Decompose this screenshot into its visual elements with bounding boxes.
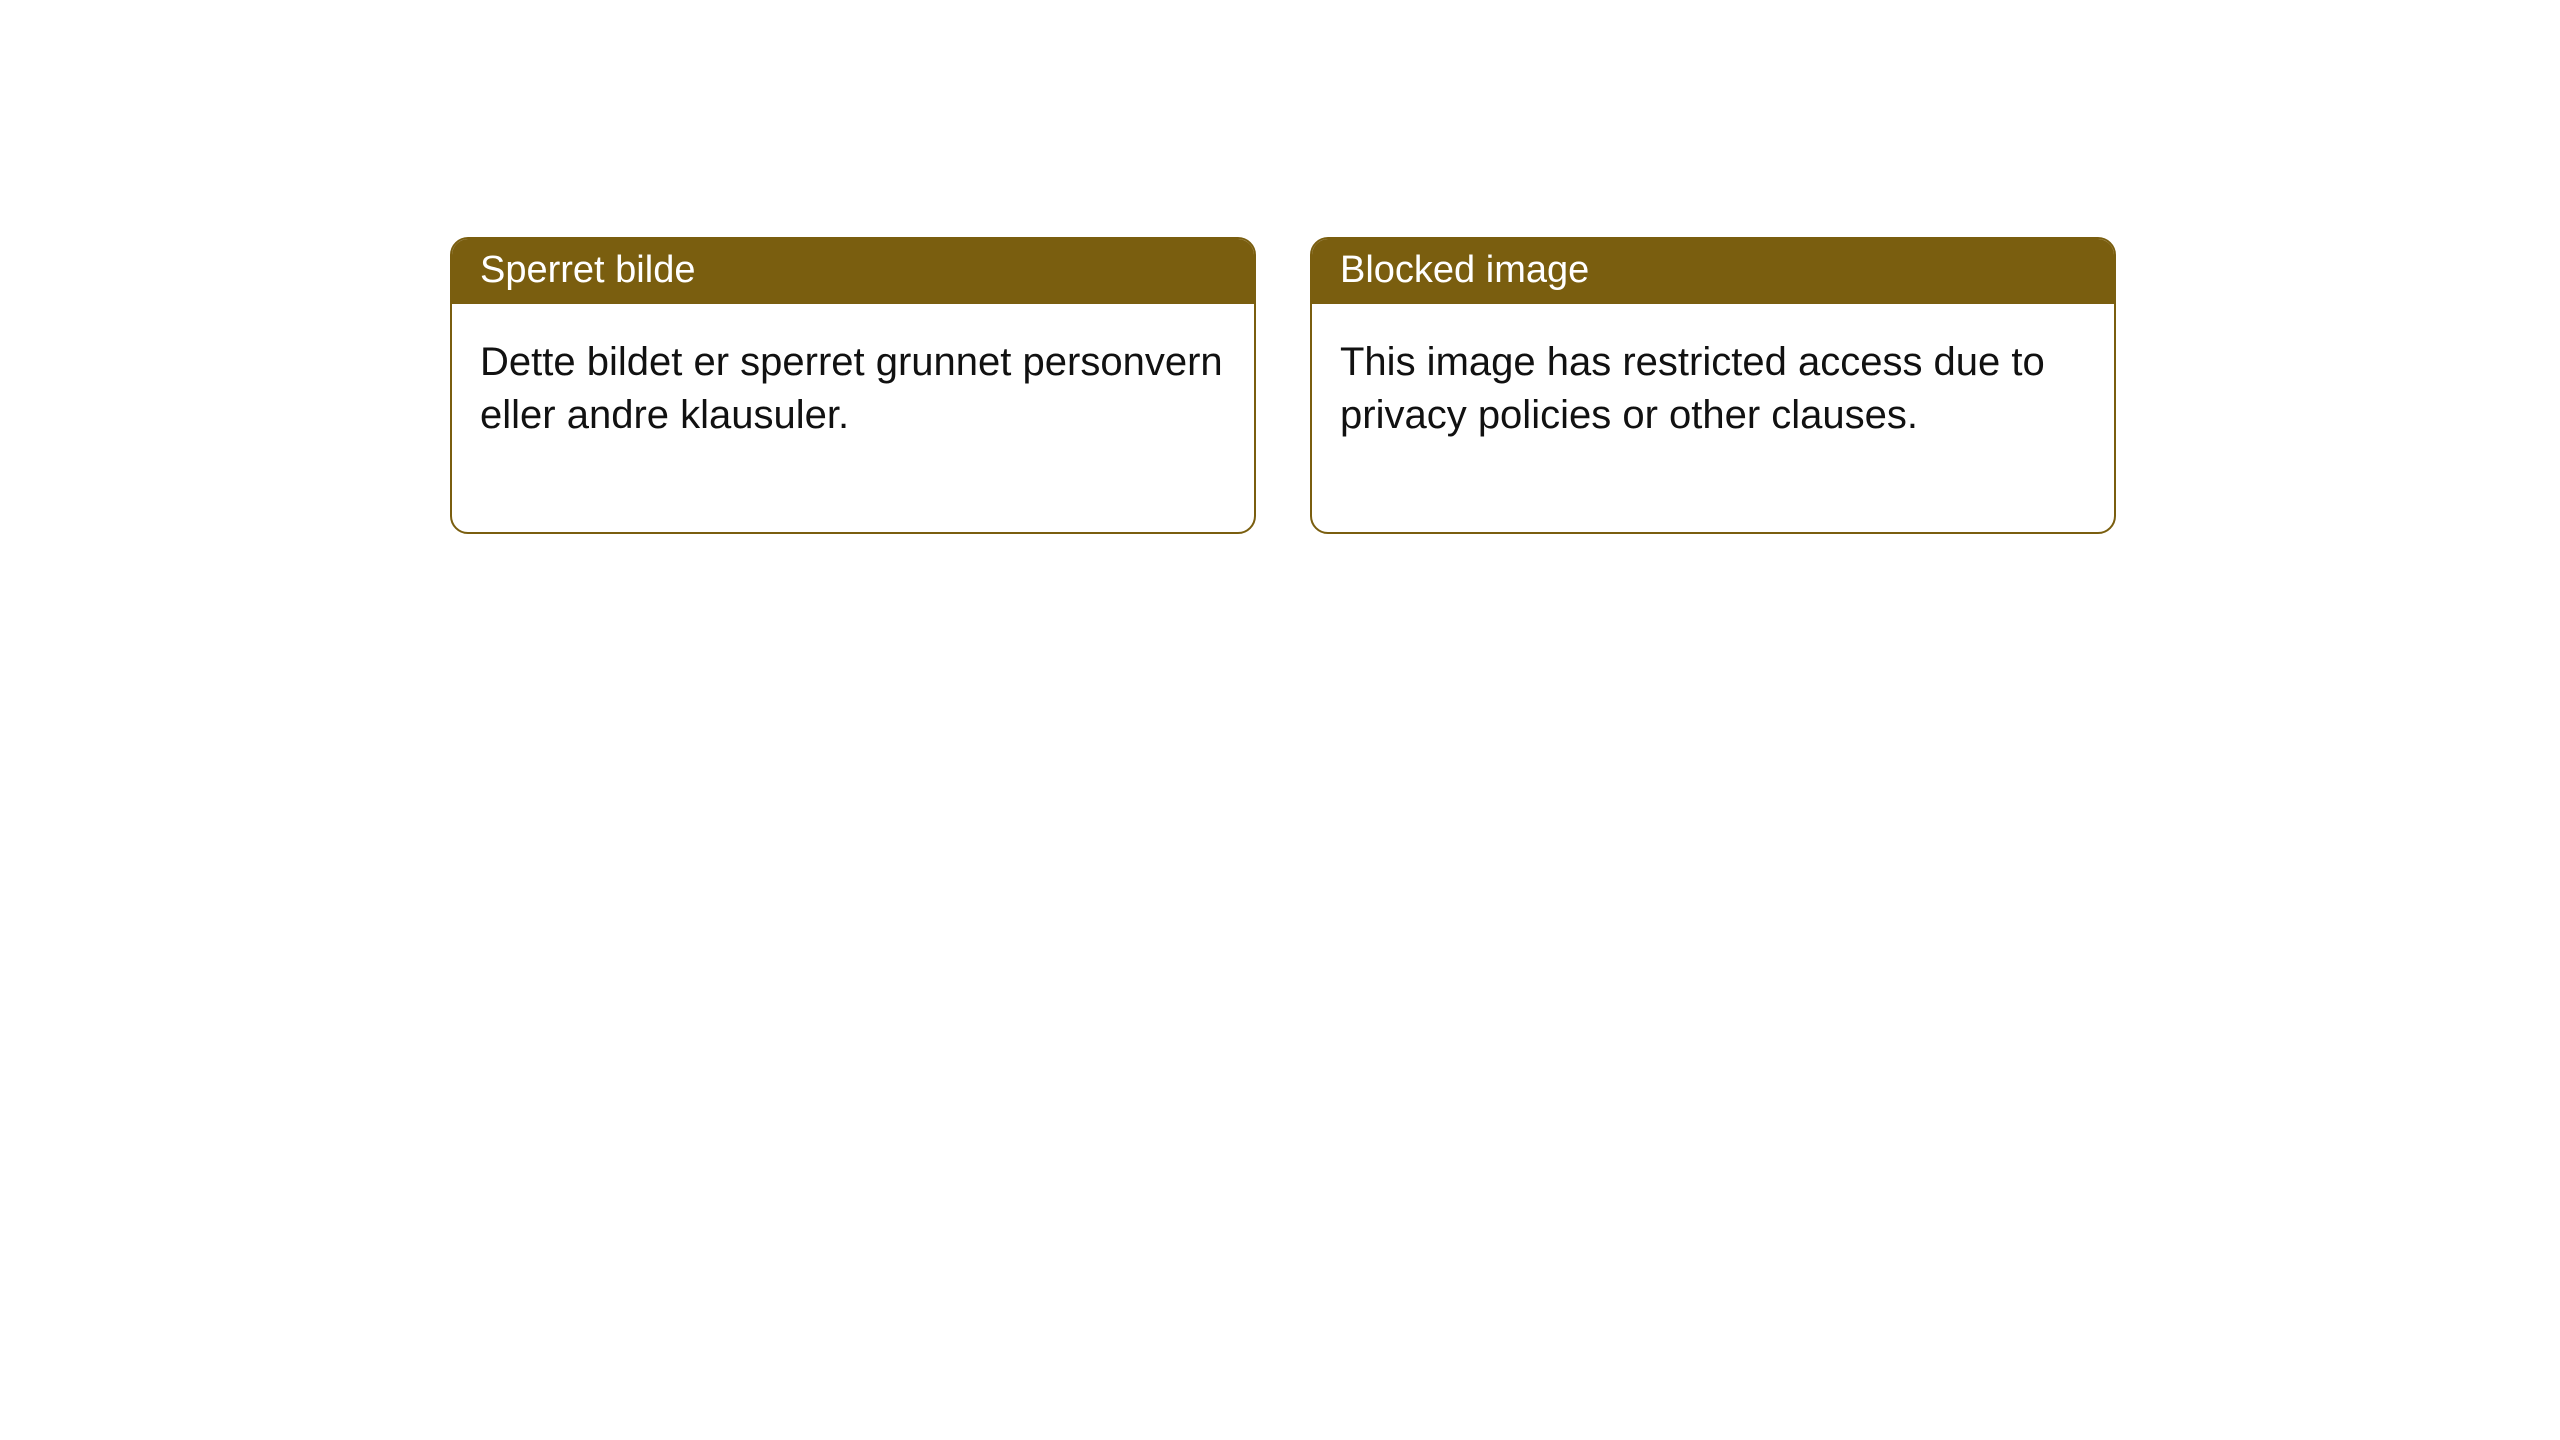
notice-card-norwegian: Sperret bilde Dette bildet er sperret gr… [450,237,1256,534]
notice-card-title: Sperret bilde [452,239,1254,304]
notice-card-body: Dette bildet er sperret grunnet personve… [452,304,1254,532]
notice-card-english: Blocked image This image has restricted … [1310,237,2116,534]
notice-card-body: This image has restricted access due to … [1312,304,2114,532]
notice-card-title: Blocked image [1312,239,2114,304]
notice-container: Sperret bilde Dette bildet er sperret gr… [450,237,2116,534]
